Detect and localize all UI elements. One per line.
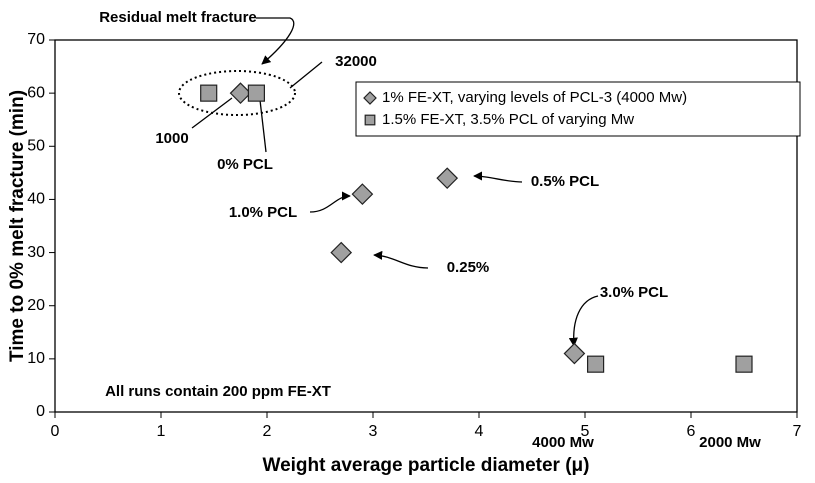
leader: [259, 99, 267, 153]
diamond-point: [436, 167, 459, 190]
x-tick-label: 6: [687, 423, 696, 440]
legend-label: 1% FE-XT, varying levels of PCL-3 (4000 …: [382, 89, 687, 106]
y-tick-label: 60: [27, 84, 45, 101]
x-tick-label: 5: [581, 423, 590, 440]
leader: [191, 97, 233, 129]
annotation: Residual melt fracture: [99, 9, 257, 26]
legend-label: 1.5% FE-XT, 3.5% PCL of varying Mw: [382, 111, 634, 128]
annotation: 0.5% PCL: [531, 173, 599, 190]
annotation: 0.25%: [447, 259, 490, 276]
square-point: [200, 84, 218, 102]
y-axis-label: Time to 0% melt fracture (min): [7, 90, 28, 362]
square-point: [735, 355, 753, 373]
x-tick-label: 2: [263, 423, 272, 440]
x-tick-label: 0: [51, 423, 60, 440]
annotation: 1000: [155, 130, 188, 147]
y-tick-label: 50: [27, 138, 45, 155]
arrow: [568, 295, 599, 347]
legend: [355, 81, 801, 137]
ellipse: [178, 70, 296, 116]
y-tick-label: 70: [27, 31, 45, 48]
annotation: 2000 Mw: [699, 434, 761, 451]
square-point: [586, 355, 605, 373]
x-tick-label: 4: [475, 423, 484, 440]
x-tick-label: 3: [369, 423, 378, 440]
annotation: 4000 Mw: [532, 434, 594, 451]
x-tick-label: 7: [793, 423, 802, 440]
y-tick-label: 40: [27, 191, 45, 208]
legend-marker: [364, 114, 376, 126]
x-axis-label: Weight average particle diameter (μ): [263, 455, 590, 476]
arrow: [256, 17, 295, 65]
diamond-point: [351, 183, 374, 205]
y-tick-label: 20: [27, 297, 45, 314]
x-tick-label: 1: [157, 423, 166, 440]
square-point: [247, 84, 265, 102]
annotation: 32000: [335, 53, 377, 70]
annotation: All runs contain 200 ppm FE-XT: [105, 383, 331, 400]
y-tick-label: 30: [27, 244, 45, 261]
plot-frame: [54, 39, 798, 413]
leader: [289, 61, 323, 89]
annotation: 3.0% PCL: [600, 284, 668, 301]
annotation: 1.0% PCL: [229, 204, 297, 221]
arrow: [373, 250, 429, 269]
diamond-point: [229, 82, 252, 104]
y-tick-label: 10: [27, 350, 45, 367]
arrow: [309, 191, 351, 213]
legend-marker: [363, 91, 377, 105]
diamond-point: [563, 342, 586, 365]
annotation: 0% PCL: [217, 156, 273, 173]
diamond-point: [330, 241, 353, 264]
arrow: [473, 171, 523, 183]
y-tick-label: 0: [36, 403, 45, 420]
